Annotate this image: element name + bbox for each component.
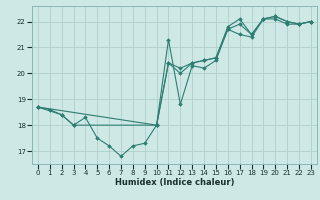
X-axis label: Humidex (Indice chaleur): Humidex (Indice chaleur) bbox=[115, 178, 234, 187]
